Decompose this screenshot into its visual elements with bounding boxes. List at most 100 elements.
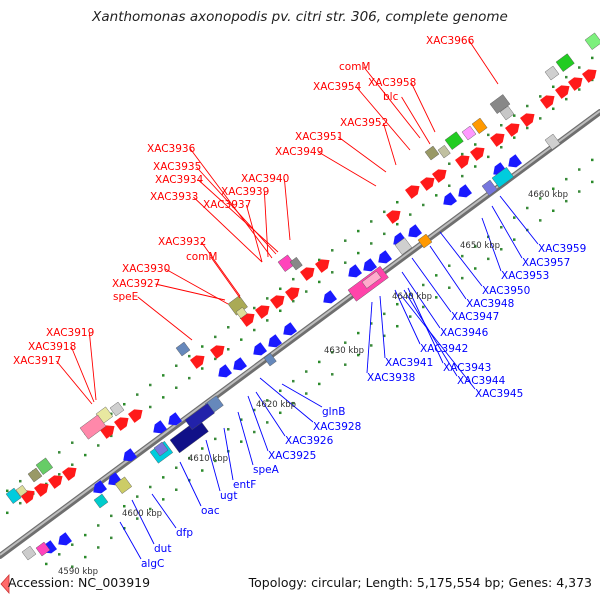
feature-box[interactable] (394, 237, 413, 255)
forward-gene[interactable] (285, 284, 303, 301)
feature-box[interactable] (491, 167, 514, 188)
reverse-gene-label[interactable]: speA (253, 464, 280, 476)
reverse-gene[interactable] (250, 342, 267, 359)
forward-gene[interactable] (432, 166, 450, 183)
reverse-gene[interactable] (165, 412, 182, 429)
feature-box[interactable] (27, 467, 43, 483)
forward-gene[interactable] (386, 207, 404, 224)
reverse-gene[interactable] (505, 154, 522, 171)
reverse-gene[interactable] (230, 357, 247, 374)
feature-box[interactable] (437, 144, 451, 159)
forward-gene[interactable] (568, 74, 586, 91)
reverse-gene[interactable] (405, 224, 422, 241)
feature-box[interactable] (109, 401, 125, 417)
reverse-gene-label[interactable]: dfp (176, 527, 193, 539)
forward-gene[interactable] (114, 414, 132, 431)
reverse-gene[interactable] (320, 290, 337, 307)
feature-box[interactable] (277, 254, 296, 272)
forward-gene-label[interactable]: XAC3954 (313, 81, 362, 93)
feature-box[interactable] (21, 545, 37, 561)
forward-gene[interactable] (420, 174, 438, 191)
reverse-gene-label[interactable]: XAC3942 (420, 343, 468, 355)
reverse-gene[interactable] (375, 250, 392, 267)
forward-gene-label[interactable]: XAC3937 (203, 199, 251, 211)
reverse-gene-label[interactable]: XAC3945 (475, 388, 523, 400)
feature-box[interactable] (544, 133, 561, 150)
reverse-gene[interactable] (90, 480, 107, 497)
reverse-gene[interactable] (265, 334, 282, 351)
reverse-gene-label[interactable]: ugt (220, 490, 237, 502)
forward-gene-label[interactable]: XAC3934 (155, 174, 204, 186)
forward-gene[interactable] (582, 66, 600, 83)
feature-box[interactable] (544, 65, 560, 81)
forward-gene[interactable] (34, 480, 52, 497)
forward-gene-label[interactable]: XAC3933 (150, 191, 198, 203)
reverse-gene[interactable] (215, 364, 232, 381)
forward-gene-label[interactable]: XAC3936 (147, 143, 196, 155)
feature-box[interactable] (184, 403, 215, 430)
reverse-gene-label[interactable]: XAC3926 (285, 435, 334, 447)
feature-box[interactable] (153, 441, 169, 457)
forward-gene-label[interactable]: XAC3927 (112, 278, 160, 290)
forward-gene[interactable] (520, 110, 538, 127)
reverse-gene-label[interactable]: algC (141, 558, 164, 570)
left-arrow-icon[interactable] (0, 574, 10, 594)
reverse-gene[interactable] (120, 448, 137, 465)
forward-gene-label[interactable]: XAC3940 (241, 173, 289, 185)
forward-gene[interactable] (210, 342, 228, 359)
forward-gene[interactable] (255, 302, 273, 319)
forward-gene[interactable] (100, 422, 118, 439)
feature-box[interactable] (481, 179, 498, 196)
feature-box[interactable] (417, 233, 433, 249)
forward-gene[interactable] (555, 82, 573, 99)
feature-box[interactable] (471, 117, 488, 134)
forward-gene-label[interactable]: blc (383, 91, 399, 103)
forward-gene-label[interactable]: speE (113, 291, 138, 303)
forward-gene[interactable] (315, 256, 333, 273)
reverse-gene[interactable] (440, 192, 457, 209)
forward-gene[interactable] (470, 144, 488, 161)
forward-gene[interactable] (490, 130, 508, 147)
forward-gene-label[interactable]: comM (186, 251, 218, 263)
forward-gene-label[interactable]: XAC3966 (426, 35, 475, 47)
forward-gene[interactable] (455, 152, 473, 169)
feature-box[interactable] (235, 306, 248, 319)
forward-gene-label[interactable]: XAC3935 (153, 161, 201, 173)
feature-box[interactable] (444, 131, 464, 150)
forward-gene-label[interactable]: XAC3949 (275, 146, 323, 158)
forward-gene-label[interactable]: XAC3958 (368, 77, 416, 89)
feature-box[interactable] (93, 493, 109, 509)
feature-box[interactable] (175, 341, 191, 357)
feature-box[interactable] (461, 125, 477, 141)
reverse-gene-label[interactable]: XAC3943 (443, 362, 491, 374)
feature-box[interactable] (424, 145, 440, 161)
feature-box[interactable] (289, 256, 303, 271)
feature-box[interactable] (555, 53, 575, 72)
reverse-gene[interactable] (455, 184, 472, 201)
reverse-gene-label[interactable]: XAC3947 (451, 311, 499, 323)
reverse-gene-label[interactable]: dut (154, 543, 171, 555)
forward-gene[interactable] (540, 92, 558, 109)
reverse-gene-label[interactable]: XAC3941 (385, 357, 433, 369)
reverse-gene-label[interactable]: entF (233, 479, 256, 491)
feature-box[interactable] (489, 94, 511, 114)
reverse-gene[interactable] (345, 264, 362, 281)
feature-box[interactable] (35, 457, 54, 475)
forward-gene-label[interactable]: XAC3951 (295, 131, 343, 143)
feature-box[interactable] (263, 352, 277, 367)
forward-gene[interactable] (190, 352, 208, 369)
reverse-gene-label[interactable]: oac (201, 505, 220, 517)
reverse-gene[interactable] (280, 322, 297, 339)
feature-box[interactable] (79, 414, 107, 440)
reverse-gene-label[interactable]: XAC3959 (538, 243, 586, 255)
reverse-gene-label[interactable]: XAC3953 (501, 270, 549, 282)
feature-box[interactable] (499, 105, 515, 121)
feature-box[interactable] (114, 476, 133, 494)
forward-gene-label[interactable]: comM (339, 61, 371, 73)
feature-box[interactable] (35, 541, 51, 557)
reverse-gene-label[interactable]: glnB (322, 406, 345, 418)
reverse-gene-label[interactable]: XAC3944 (457, 375, 506, 387)
forward-gene[interactable] (48, 472, 66, 489)
reverse-gene-label[interactable]: XAC3948 (466, 298, 514, 310)
reverse-gene[interactable] (360, 258, 377, 275)
